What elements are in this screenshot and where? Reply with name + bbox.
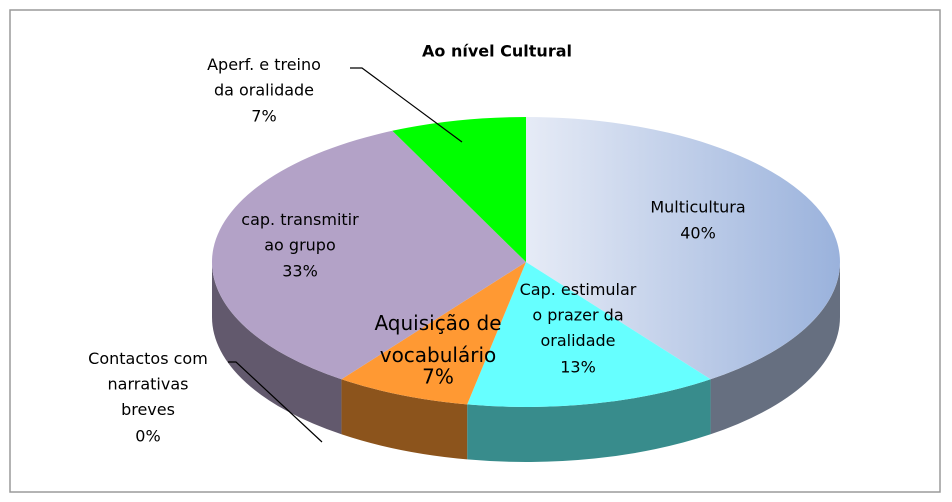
leader-line	[228, 361, 323, 443]
data-label-name: Cap. estimular o prazer da oralidade	[520, 280, 637, 350]
slice	[467, 262, 711, 407]
slice	[392, 117, 526, 262]
slice-side	[341, 379, 468, 460]
data-label-name: Multicultura	[650, 198, 745, 217]
data-label-value: 40%	[680, 224, 716, 243]
slice-side	[212, 262, 342, 435]
data-label-name: cap. transmitir ao grupo	[241, 210, 359, 255]
slice-side	[710, 262, 840, 435]
pie	[211, 117, 840, 462]
data-label-name: Aquisição de vocabulário	[374, 311, 501, 367]
slice-side	[467, 379, 711, 462]
labels: Multicultura 40% Cap. estimular o prazer da…	[88, 55, 745, 446]
slice	[526, 117, 840, 380]
data-label-value: 33%	[282, 262, 318, 281]
slice	[341, 262, 526, 405]
data-label-value: 0%	[135, 427, 160, 446]
data-label-name: Aperf. e treino da oralidade	[207, 55, 321, 100]
slice	[211, 130, 526, 380]
chart-title: Ao nível Cultural	[422, 42, 572, 61]
leader-line	[350, 67, 463, 143]
data-label-name: Contactos com narrativas breves	[88, 349, 208, 419]
data-label-value: 13%	[560, 358, 596, 377]
data-label-value: 7%	[422, 365, 454, 389]
data-label-value: 7%	[251, 107, 276, 126]
